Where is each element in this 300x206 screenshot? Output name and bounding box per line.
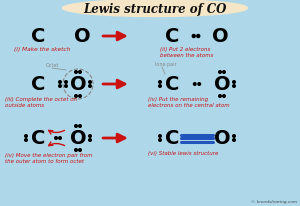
Circle shape	[233, 81, 235, 84]
FancyArrowPatch shape	[49, 142, 64, 146]
Circle shape	[65, 85, 67, 88]
Text: C: C	[165, 129, 179, 148]
FancyArrowPatch shape	[49, 131, 64, 135]
Circle shape	[233, 85, 235, 88]
Circle shape	[25, 135, 27, 138]
Circle shape	[219, 71, 221, 74]
Circle shape	[233, 139, 235, 142]
Circle shape	[89, 81, 91, 84]
Text: O: O	[212, 27, 228, 46]
Circle shape	[159, 139, 161, 142]
Circle shape	[89, 85, 91, 88]
Text: lone pair: lone pair	[155, 62, 177, 67]
Text: (iii) Complete the octet on
outside atoms: (iii) Complete the octet on outside atom…	[5, 97, 77, 107]
Circle shape	[192, 35, 195, 38]
Circle shape	[75, 71, 77, 74]
Circle shape	[219, 95, 221, 98]
Text: O: O	[74, 27, 90, 46]
Text: O: O	[70, 129, 86, 148]
Circle shape	[65, 81, 67, 84]
Text: C: C	[165, 27, 179, 46]
Circle shape	[159, 85, 161, 88]
Circle shape	[59, 81, 61, 84]
Text: O: O	[70, 75, 86, 94]
Ellipse shape	[62, 0, 248, 18]
Circle shape	[79, 149, 81, 152]
Circle shape	[59, 137, 61, 140]
Text: C: C	[31, 75, 45, 94]
Text: C: C	[165, 75, 179, 94]
Circle shape	[75, 125, 77, 128]
Circle shape	[79, 71, 81, 74]
Circle shape	[75, 149, 77, 152]
Circle shape	[159, 135, 161, 138]
Text: C: C	[31, 27, 45, 46]
Text: O: O	[214, 75, 230, 94]
Circle shape	[233, 135, 235, 138]
Text: (iv) Move the electron pair from
the outer atom to form octet: (iv) Move the electron pair from the out…	[5, 152, 92, 163]
Circle shape	[197, 35, 200, 38]
Text: Octet: Octet	[46, 63, 59, 68]
Circle shape	[25, 139, 27, 142]
Circle shape	[223, 95, 225, 98]
Text: © knordslearing.com: © knordslearing.com	[251, 199, 297, 203]
Circle shape	[75, 95, 77, 98]
Circle shape	[223, 71, 225, 74]
Circle shape	[159, 81, 161, 84]
Circle shape	[198, 83, 201, 86]
Text: (ii) Put 2 electrons
between the atoms: (ii) Put 2 electrons between the atoms	[160, 47, 213, 57]
Text: (i) Make the sketch: (i) Make the sketch	[14, 47, 70, 52]
Text: C: C	[31, 129, 45, 148]
Text: (iv) Put the remaining
electrons on the central atom: (iv) Put the remaining electrons on the …	[148, 97, 230, 107]
Circle shape	[59, 85, 61, 88]
Circle shape	[55, 137, 57, 140]
Circle shape	[89, 139, 91, 142]
Circle shape	[79, 125, 81, 128]
Circle shape	[89, 135, 91, 138]
Text: Lewis structure of CO: Lewis structure of CO	[83, 2, 227, 15]
Text: (vi) Stable lewis structure: (vi) Stable lewis structure	[148, 150, 218, 155]
Circle shape	[194, 83, 196, 86]
Text: O: O	[214, 129, 230, 148]
Circle shape	[79, 95, 81, 98]
